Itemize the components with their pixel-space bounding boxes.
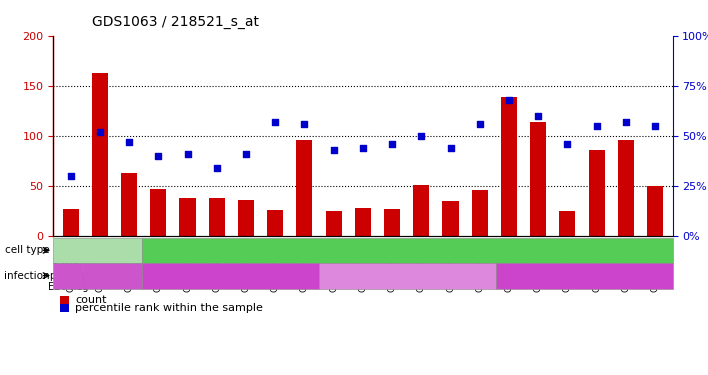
Text: cell type: cell type bbox=[5, 245, 50, 255]
Bar bbox=[121, 173, 137, 236]
Point bbox=[357, 145, 368, 151]
Point bbox=[416, 133, 427, 139]
Text: cell line: cell line bbox=[388, 245, 426, 255]
Point bbox=[474, 121, 486, 127]
Point bbox=[532, 113, 544, 119]
Text: mononuclear cell: mononuclear cell bbox=[55, 245, 139, 255]
Point bbox=[123, 139, 135, 145]
Bar bbox=[647, 186, 663, 236]
Text: infection: infection bbox=[4, 271, 50, 280]
Point bbox=[503, 97, 515, 103]
Bar bbox=[442, 201, 459, 236]
Point bbox=[182, 151, 193, 157]
Point bbox=[328, 147, 339, 153]
Bar bbox=[62, 209, 79, 236]
Bar bbox=[209, 198, 224, 236]
Text: KSHV-positive EBV-negative: KSHV-positive EBV-negative bbox=[339, 271, 475, 280]
Text: KSHV-
positive
EBV-neg: KSHV- positive EBV-neg bbox=[47, 259, 88, 292]
Text: KSHV-positive
EBV-positive: KSHV-positive EBV-positive bbox=[78, 265, 146, 286]
Bar bbox=[530, 122, 546, 236]
Point bbox=[620, 119, 632, 125]
Bar bbox=[92, 73, 108, 236]
Point bbox=[211, 165, 222, 171]
Point bbox=[299, 121, 310, 127]
Point bbox=[387, 141, 398, 147]
Bar bbox=[297, 140, 312, 236]
Point bbox=[94, 129, 105, 135]
Bar bbox=[267, 210, 283, 236]
Bar bbox=[150, 189, 166, 236]
Bar bbox=[472, 190, 488, 236]
Text: count: count bbox=[75, 295, 106, 304]
Bar bbox=[588, 150, 605, 236]
Bar bbox=[326, 211, 342, 236]
Bar bbox=[618, 140, 634, 236]
Point bbox=[65, 173, 76, 179]
Bar bbox=[238, 200, 254, 236]
Bar bbox=[559, 211, 576, 236]
Text: KSHV-negative EBV-positive: KSHV-negative EBV-positive bbox=[162, 271, 298, 280]
Text: percentile rank within the sample: percentile rank within the sample bbox=[75, 303, 263, 313]
Text: KSHV-positive EBV-positive: KSHV-positive EBV-positive bbox=[518, 271, 650, 280]
Bar bbox=[413, 185, 429, 236]
Bar bbox=[180, 198, 195, 236]
Point bbox=[561, 141, 573, 147]
Bar bbox=[384, 209, 400, 236]
Point bbox=[649, 123, 661, 129]
Point bbox=[153, 153, 164, 159]
Point bbox=[240, 151, 251, 157]
Bar bbox=[355, 208, 371, 236]
Point bbox=[591, 123, 603, 129]
Text: GDS1063 / 218521_s_at: GDS1063 / 218521_s_at bbox=[92, 15, 259, 29]
Bar bbox=[501, 97, 517, 236]
Point bbox=[445, 145, 456, 151]
Point bbox=[270, 119, 281, 125]
